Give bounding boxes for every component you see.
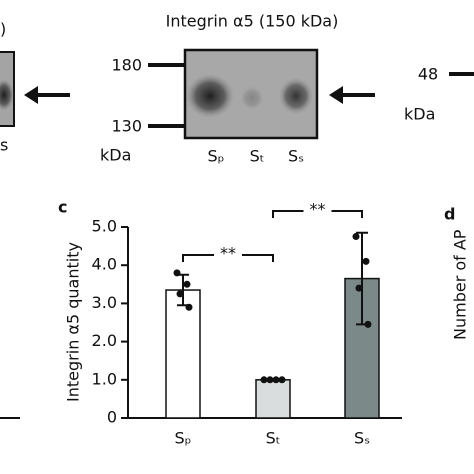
data-point [362, 257, 370, 265]
marker: 48 [418, 65, 438, 84]
data-point [364, 320, 372, 328]
significance: ** [220, 244, 236, 263]
data-point [176, 290, 184, 298]
bar [255, 379, 291, 419]
data-point [183, 280, 191, 288]
x-tick-label: Sₚ [174, 429, 191, 448]
band [240, 86, 264, 110]
panel-label: d [444, 205, 455, 224]
data-point [278, 376, 286, 384]
x-tick-label: Sₜ [266, 429, 281, 448]
y-tick-label: 3.0 [92, 293, 117, 312]
y-tick-label: 0 [107, 408, 117, 427]
band [186, 74, 234, 118]
data-point [266, 376, 274, 384]
data-point [173, 269, 181, 277]
blot-title: Integrin α5 (150 kDa) [166, 12, 339, 31]
data-point [272, 376, 280, 384]
arrow-head [329, 86, 343, 104]
y-tick-label: 5.0 [92, 217, 117, 236]
y-axis-label: Number of AP [451, 229, 470, 340]
data-point [185, 303, 193, 311]
arrow-head [24, 86, 38, 104]
y-tick-label: 1.0 [92, 369, 117, 388]
significance-bracket [182, 254, 274, 262]
marker: 180 [111, 56, 142, 75]
lane-label: Sₚ [207, 147, 224, 166]
bar [165, 289, 201, 419]
unit: kDa [100, 146, 131, 165]
significance-bracket [272, 210, 363, 218]
data-point [355, 284, 363, 292]
x-tick-label: Sₛ [354, 429, 370, 448]
data-point [352, 233, 360, 241]
marker: 130 [111, 117, 142, 136]
cut-lane: s [0, 136, 8, 155]
cut-text: ) [0, 20, 6, 39]
y-axis-label: Integrin α5 quantity [64, 242, 83, 402]
y-tick-label: 2.0 [92, 331, 117, 350]
panel-label: c [58, 198, 67, 217]
significance: ** [310, 200, 326, 219]
lane-label: Sₛ [288, 147, 304, 166]
data-point [260, 376, 268, 384]
band [279, 78, 313, 114]
y-tick-label: 4.0 [92, 255, 117, 274]
lane-label: Sₜ [250, 147, 265, 166]
unit: kDa [404, 105, 435, 124]
band [0, 79, 14, 111]
